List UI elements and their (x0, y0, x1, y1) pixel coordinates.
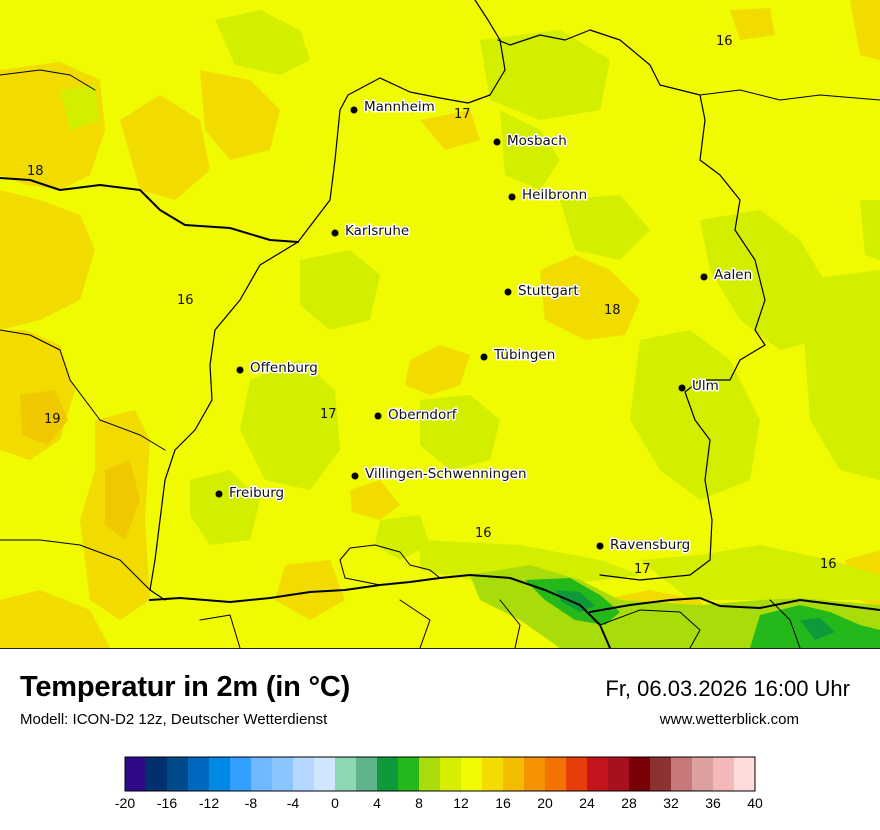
temp-label: 16 (716, 34, 733, 49)
legend-swatch (734, 757, 756, 791)
city-oberndorf[interactable]: Oberndorf (374, 406, 459, 425)
city-label: Villingen-Schwenningen (365, 466, 527, 482)
city-label: Heilbronn (522, 187, 587, 203)
temp-label: 16 (177, 293, 194, 308)
legend-swatch (230, 757, 252, 791)
map-title: Temperatur in 2m (in °C) (20, 671, 351, 703)
legend-tick-label: -8 (245, 795, 258, 811)
city-label: Stuttgart (518, 283, 579, 299)
state-borders (0, 0, 880, 648)
legend-ticks: -20 -16 -12 -8 -4 0 4 8 12 16 20 24 28 32 36 40 (115, 795, 763, 811)
model-info: Modell: ICON-D2 12z, Deutscher Wetterdie… (20, 711, 328, 728)
legend-swatch (167, 757, 189, 791)
city-offenburg[interactable]: Offenburg (236, 359, 319, 378)
city-villingen-schwenningen[interactable]: Villingen-Schwenningen (351, 465, 528, 484)
legend-swatches (125, 757, 756, 791)
footer: Temperatur in 2m (in °C) Modell: ICON-D2… (0, 649, 880, 830)
city-karlsruhe[interactable]: Karlsruhe (331, 222, 411, 241)
city-aalen[interactable]: Aalen (700, 266, 754, 285)
legend-swatch (314, 757, 336, 791)
legend-swatch (608, 757, 630, 791)
color-legend: -20 -16 -12 -8 -4 0 4 8 12 16 20 24 28 32 36 40 (115, 756, 763, 811)
legend-tick-label: 12 (453, 795, 469, 811)
legend-swatch (335, 757, 357, 791)
city-mosbach[interactable]: Mosbach (493, 132, 568, 151)
legend-tick-label: -12 (199, 795, 219, 811)
legend-tick-label: 8 (415, 795, 423, 811)
legend-swatch (209, 757, 231, 791)
city-heilbronn[interactable]: Heilbronn (508, 186, 589, 205)
legend-tick-label: 40 (747, 795, 763, 811)
legend-swatch (671, 757, 693, 791)
city-label: Tübingen (493, 347, 555, 363)
temp-label: 16 (475, 526, 492, 541)
legend-swatch (188, 757, 210, 791)
legend-tick-label: 28 (621, 795, 637, 811)
legend-swatch (461, 757, 483, 791)
forecast-datetime: Fr, 06.03.2026 16:00 Uhr (605, 676, 850, 701)
legend-swatch (566, 757, 588, 791)
temp-label: 17 (454, 107, 471, 122)
temperature-labels: 16 17 18 18 16 18 19 17 16 17 16 (27, 34, 837, 577)
legend-swatch (545, 757, 567, 791)
legend-swatch (713, 757, 735, 791)
city-ulm[interactable]: Ulm (678, 377, 720, 396)
legend-tick-label: 32 (663, 795, 679, 811)
city-label: Offenburg (250, 360, 318, 376)
city-markers: Mannheim Mosbach Heilbronn Karlsruhe Aal… (215, 98, 754, 555)
legend-tick-label: -20 (115, 795, 135, 811)
legend-tick-label: 0 (331, 795, 339, 811)
city-label: Mannheim (364, 99, 435, 115)
legend-swatch (251, 757, 273, 791)
city-label: Oberndorf (388, 407, 458, 423)
city-label: Ulm (692, 378, 719, 394)
legend-frame (124, 756, 756, 792)
legend-swatch (650, 757, 672, 791)
temp-label: 16 (820, 557, 837, 572)
legend-tick-label: -4 (287, 795, 300, 811)
legend-tick-label: -16 (157, 795, 177, 811)
cool-areas-alps (470, 565, 880, 648)
temp-label: 19 (44, 412, 61, 427)
legend-swatch (503, 757, 525, 791)
legend-swatch (419, 757, 441, 791)
city-ravensburg[interactable]: Ravensburg (596, 536, 692, 555)
legend-tick-label: 4 (373, 795, 381, 811)
legend-swatch (356, 757, 378, 791)
legend-swatch (629, 757, 651, 791)
website-link[interactable]: www.wetterblick.com (659, 711, 799, 728)
legend-swatch (398, 757, 420, 791)
legend-tick-label: 16 (495, 795, 511, 811)
legend-tick-label: 20 (537, 795, 553, 811)
city-label: Aalen (714, 267, 752, 283)
city-tuebingen[interactable]: Tübingen (480, 346, 557, 365)
city-mannheim[interactable]: Mannheim (350, 98, 436, 117)
city-label: Freiburg (229, 485, 284, 501)
city-label: Mosbach (507, 133, 567, 149)
temperature-map[interactable]: 16 17 18 18 16 18 19 17 16 17 16 Mannhei… (0, 0, 880, 649)
city-stuttgart[interactable]: Stuttgart (504, 282, 580, 301)
legend-swatch (440, 757, 462, 791)
legend-tick-label: 24 (579, 795, 595, 811)
legend-swatch (125, 757, 147, 791)
cool-areas-16 (60, 10, 880, 600)
legend-swatch (272, 757, 294, 791)
legend-swatch (293, 757, 315, 791)
city-label: Karlsruhe (345, 223, 409, 239)
temp-label: 17 (634, 562, 651, 577)
temp-label: 18 (27, 164, 44, 179)
temp-label: 18 (604, 303, 621, 318)
city-freiburg[interactable]: Freiburg (215, 484, 286, 503)
legend-swatch (587, 757, 609, 791)
legend-swatch (377, 757, 399, 791)
legend-swatch (482, 757, 504, 791)
legend-swatch (692, 757, 714, 791)
temp-label: 17 (320, 407, 337, 422)
legend-swatch (524, 757, 546, 791)
warm-areas-19 (20, 390, 140, 540)
legend-tick-label: 36 (705, 795, 721, 811)
legend-swatch (146, 757, 168, 791)
city-label: Ravensburg (610, 537, 690, 553)
